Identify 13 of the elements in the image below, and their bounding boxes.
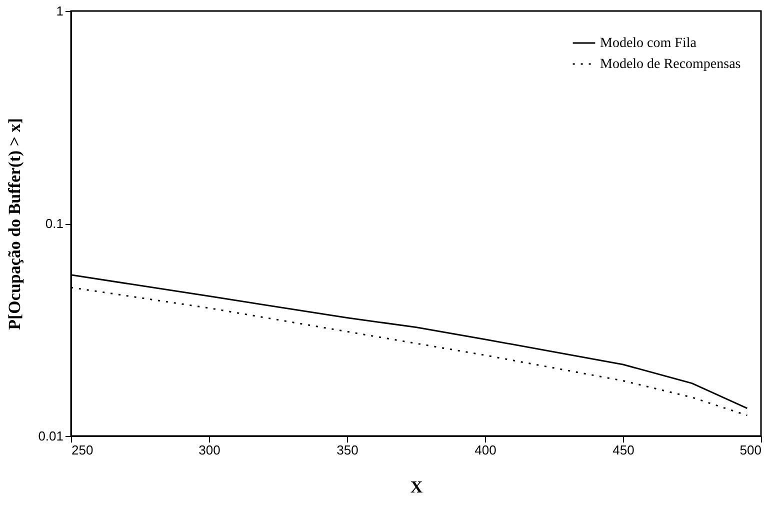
y-tick-label: 1 xyxy=(56,4,64,18)
legend-label: Modelo com Fila xyxy=(600,36,698,51)
x-tick-label: 250 xyxy=(72,442,94,458)
x-tick-label: 300 xyxy=(198,442,220,458)
y-tick-label: 0.1 xyxy=(45,216,64,231)
x-tick-label: 500 xyxy=(740,442,762,458)
x-tick-label: 450 xyxy=(612,442,634,458)
legend-label: Modelo de Recompensas xyxy=(600,57,741,72)
x-tick-label: 400 xyxy=(474,442,496,458)
x-axis-title: X xyxy=(410,478,424,496)
y-tick-label: 0.01 xyxy=(38,428,64,444)
y-axis-title: P[Ocupação do Buffer(t) > x] xyxy=(5,118,24,330)
x-tick-label: 350 xyxy=(336,442,358,458)
